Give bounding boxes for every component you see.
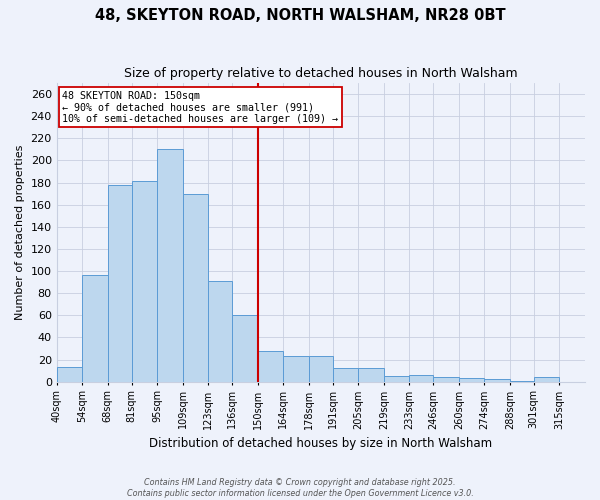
Bar xyxy=(409,375,433,382)
Bar xyxy=(258,350,283,382)
Bar xyxy=(510,380,534,382)
X-axis label: Distribution of detached houses by size in North Walsham: Distribution of detached houses by size … xyxy=(149,437,493,450)
Text: Contains HM Land Registry data © Crown copyright and database right 2025.
Contai: Contains HM Land Registry data © Crown c… xyxy=(127,478,473,498)
Bar xyxy=(131,182,157,382)
Bar xyxy=(56,368,82,382)
Bar xyxy=(108,185,131,382)
Bar xyxy=(309,356,333,382)
Bar xyxy=(433,377,459,382)
Bar xyxy=(82,276,108,382)
Bar xyxy=(333,368,358,382)
Bar xyxy=(534,377,559,382)
Title: Size of property relative to detached houses in North Walsham: Size of property relative to detached ho… xyxy=(124,68,518,80)
Bar xyxy=(484,380,510,382)
Bar xyxy=(232,316,258,382)
Bar xyxy=(459,378,484,382)
Bar xyxy=(384,376,409,382)
Text: 48, SKEYTON ROAD, NORTH WALSHAM, NR28 0BT: 48, SKEYTON ROAD, NORTH WALSHAM, NR28 0B… xyxy=(95,8,505,22)
Bar xyxy=(358,368,384,382)
Y-axis label: Number of detached properties: Number of detached properties xyxy=(15,144,25,320)
Bar xyxy=(157,150,183,382)
Bar xyxy=(183,194,208,382)
Bar xyxy=(208,281,232,382)
Text: 48 SKEYTON ROAD: 150sqm
← 90% of detached houses are smaller (991)
10% of semi-d: 48 SKEYTON ROAD: 150sqm ← 90% of detache… xyxy=(62,91,338,124)
Bar xyxy=(283,356,309,382)
